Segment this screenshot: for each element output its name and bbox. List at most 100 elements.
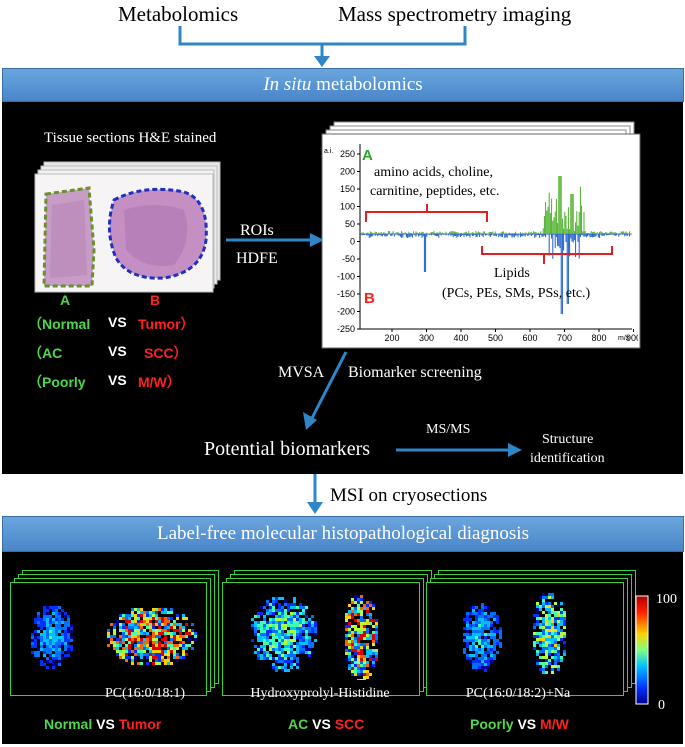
msi-pixel — [551, 596, 554, 599]
msi-pixel — [167, 632, 170, 635]
msi-pixel — [475, 666, 478, 669]
msi-pixel — [134, 656, 137, 659]
msi-pixel — [542, 671, 545, 674]
msi-pixel — [290, 612, 293, 615]
msi-pixel — [173, 635, 176, 638]
msi-pixel — [173, 650, 176, 653]
msi-pixel — [478, 636, 481, 639]
msi-pixel — [545, 653, 548, 656]
msi-pixel — [191, 623, 194, 626]
msi-pixel — [266, 612, 269, 615]
msi-cryosections-label: MSI on cryosections — [330, 485, 488, 506]
msi-pixel — [137, 662, 140, 665]
msi-pixel — [466, 639, 469, 642]
msi-pixel — [46, 666, 49, 669]
msi-pixel — [545, 650, 548, 653]
msi-pixel — [161, 659, 164, 662]
msi-pixel — [551, 656, 554, 659]
msi-pixel — [469, 624, 472, 627]
msi-pixel — [137, 623, 140, 626]
msi-pixel — [314, 624, 317, 627]
msi-pixel — [287, 660, 290, 663]
msi-pixel — [536, 653, 539, 656]
msi-pixel — [284, 666, 287, 669]
msi-pixel — [311, 624, 314, 627]
msi-pixel — [131, 608, 134, 611]
msi-pixel — [67, 651, 70, 654]
msi-pixel — [551, 632, 554, 635]
msi-pixel — [272, 636, 275, 639]
msi-pixel — [128, 647, 131, 650]
msi-pixel — [536, 608, 539, 611]
msi-pixel — [369, 673, 372, 676]
msi-pixel — [281, 609, 284, 612]
msi-pixel — [182, 647, 185, 650]
msi-pixel — [37, 630, 40, 633]
msi-pixel — [161, 656, 164, 659]
msi-pixel — [140, 662, 143, 665]
msi-pixel — [146, 647, 149, 650]
msi-pixel — [40, 636, 43, 639]
msi-pixel — [281, 630, 284, 633]
msi-pixel — [170, 638, 173, 641]
msi-pixel — [263, 645, 266, 648]
msi-pixel — [191, 641, 194, 644]
msi-pixel — [134, 644, 137, 647]
msi-pixel — [52, 609, 55, 612]
msi-pixel — [131, 638, 134, 641]
msi-pixel — [496, 621, 499, 624]
msi-pixel — [557, 623, 560, 626]
msi-pixel — [533, 623, 536, 626]
msi-pixel — [64, 633, 67, 636]
msi-pixel — [539, 635, 542, 638]
msi-pixel — [167, 659, 170, 662]
msi-pixel — [287, 633, 290, 636]
msi-pixel — [269, 657, 272, 660]
msi-pixel — [287, 624, 290, 627]
msi-pixel — [354, 661, 357, 664]
msi-pixel — [149, 647, 152, 650]
msi-pixel — [278, 615, 281, 618]
msi-pixel — [67, 621, 70, 624]
msi-pixel — [275, 651, 278, 654]
msi-pixel — [269, 633, 272, 636]
msi-pixel — [551, 623, 554, 626]
msi-pixel — [314, 639, 317, 642]
msi-pixel — [551, 611, 554, 614]
msi-pixel — [366, 643, 369, 646]
msi-pixel — [67, 615, 70, 618]
msi-pixel — [345, 613, 348, 616]
msi-pixel — [481, 609, 484, 612]
msi-pixel — [475, 663, 478, 666]
msi-pixel — [143, 629, 146, 632]
msi-pixel — [481, 627, 484, 630]
msi-pixel — [542, 611, 545, 614]
msi-pixel — [302, 606, 305, 609]
msi-images — [31, 593, 566, 680]
msi-pixel — [128, 635, 131, 638]
msi-pixel — [545, 617, 548, 620]
msi-pixel — [55, 609, 58, 612]
msi-pixel — [272, 609, 275, 612]
msi-pixel — [351, 625, 354, 628]
msi-pixel — [484, 642, 487, 645]
msi-pixel — [46, 609, 49, 612]
msi-pixel — [551, 629, 554, 632]
msi-pixel — [61, 618, 64, 621]
msi-pixel — [125, 653, 128, 656]
msi-pixel — [116, 653, 119, 656]
msi-pixel — [266, 603, 269, 606]
msi-pixel — [134, 635, 137, 638]
msi-pixel — [43, 624, 46, 627]
msi-pixel — [357, 673, 360, 676]
msi-pixel — [278, 597, 281, 600]
msi-pixel — [155, 656, 158, 659]
msi-pixel — [351, 607, 354, 610]
msi-pixel — [43, 636, 46, 639]
msi-pixel — [478, 663, 481, 666]
msi-pixel — [128, 650, 131, 653]
msi-pixel — [167, 626, 170, 629]
msi-pixel — [49, 615, 52, 618]
msi-pixel — [287, 648, 290, 651]
structure-label: Structure — [542, 432, 594, 447]
